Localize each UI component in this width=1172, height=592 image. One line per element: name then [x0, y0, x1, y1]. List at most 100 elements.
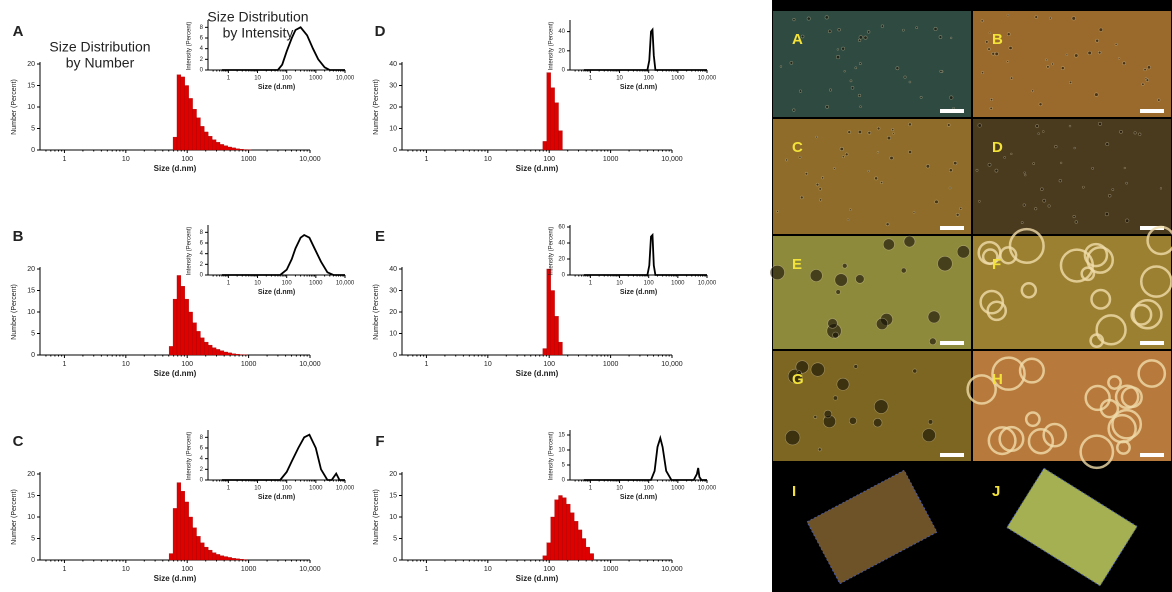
- bar: [582, 539, 586, 561]
- bar: [543, 556, 547, 560]
- micrograph-label: A: [792, 31, 803, 48]
- droplet: [855, 67, 857, 69]
- y-tick-label: 20: [389, 309, 397, 316]
- droplet: [1123, 62, 1126, 65]
- droplet: [793, 109, 795, 111]
- droplet: [1035, 16, 1038, 19]
- x-tick-label: 1000: [241, 156, 257, 163]
- droplet: [829, 89, 831, 91]
- droplet: [1024, 172, 1026, 174]
- droplet: [908, 123, 911, 126]
- droplet: [909, 81, 911, 83]
- y-tick-label: 5: [31, 330, 35, 337]
- droplet: [826, 105, 829, 108]
- droplet: [824, 410, 832, 418]
- x-tick-label: 100: [181, 566, 193, 573]
- droplet: [770, 265, 784, 279]
- x-tick-label: 10: [484, 156, 492, 163]
- droplet: [1073, 215, 1076, 218]
- droplet: [929, 338, 936, 345]
- bar: [224, 146, 228, 150]
- bar: [240, 559, 244, 560]
- micrograph-label: C: [792, 139, 803, 156]
- droplet: [883, 239, 894, 250]
- y-tick-label: 0: [393, 147, 397, 154]
- x-tick-label: 10,000: [698, 76, 717, 82]
- bar: [173, 299, 177, 355]
- bar: [204, 342, 208, 355]
- droplet: [1092, 167, 1094, 169]
- x-axis-label: Size (d.nm): [620, 289, 657, 296]
- droplet: [1040, 188, 1043, 191]
- droplet: [1075, 54, 1078, 57]
- x-tick-label: 10: [484, 566, 492, 573]
- droplet: [876, 318, 887, 329]
- y-tick-label: 10: [27, 514, 35, 521]
- bar: [181, 286, 185, 355]
- droplet: [1069, 125, 1071, 127]
- droplet: [877, 127, 880, 130]
- droplet: [1010, 77, 1012, 79]
- x-tick-label: 1000: [309, 76, 323, 82]
- droplet: [926, 165, 929, 168]
- x-tick-label: 1000: [603, 566, 619, 573]
- micrograph: [973, 119, 1171, 234]
- x-tick-label: 10,000: [299, 566, 321, 573]
- y-tick-label: 5: [31, 535, 35, 542]
- droplet: [1158, 99, 1161, 102]
- droplet: [978, 200, 980, 202]
- droplet: [990, 107, 992, 109]
- x-tick-label: 10: [122, 361, 130, 368]
- x-axis-label: Size (d.nm): [516, 164, 559, 173]
- droplet: [989, 32, 991, 34]
- droplet: [822, 177, 824, 179]
- droplet: [828, 30, 831, 33]
- y-tick-label: 0: [393, 352, 397, 359]
- x-axis-label: Size (d.nm): [258, 84, 295, 91]
- bar: [189, 517, 193, 560]
- droplet: [838, 28, 841, 31]
- droplet: [1048, 205, 1050, 207]
- bar: [185, 502, 189, 560]
- droplet: [1134, 132, 1136, 134]
- x-tick-label: 100: [181, 361, 193, 368]
- droplet: [850, 80, 852, 82]
- x-tick-label: 1000: [241, 566, 257, 573]
- droplet: [1043, 199, 1046, 202]
- bar: [547, 543, 551, 560]
- scale-bar: [940, 226, 964, 230]
- bar: [169, 346, 173, 355]
- bar: [578, 530, 582, 560]
- droplet: [799, 156, 801, 158]
- droplet: [1112, 188, 1114, 190]
- scale-bar: [1140, 341, 1164, 345]
- droplet: [860, 106, 862, 108]
- bar: [193, 109, 197, 150]
- droplet: [1039, 103, 1042, 106]
- droplet: [1055, 145, 1058, 148]
- bar: [224, 352, 228, 355]
- x-tick-label: 10,000: [299, 156, 321, 163]
- x-tick-label: 100: [181, 156, 193, 163]
- bar: [220, 144, 224, 150]
- droplet: [904, 236, 915, 247]
- droplet: [939, 36, 942, 39]
- droplet: [1098, 122, 1101, 125]
- y-axis-label: Intensity (Percent): [187, 227, 193, 276]
- droplet: [875, 177, 878, 180]
- bar: [181, 77, 185, 150]
- droplet: [901, 268, 906, 273]
- bar: [216, 554, 220, 560]
- bar: [574, 521, 578, 560]
- bar: [228, 353, 232, 355]
- x-tick-label: 10,000: [698, 486, 717, 492]
- x-tick-label: 1: [62, 156, 66, 163]
- y-tick-label: 30: [389, 287, 397, 294]
- droplet: [805, 172, 808, 175]
- x-tick-label: 10,000: [661, 566, 683, 573]
- micrograph-label: J: [992, 483, 1000, 500]
- bar: [232, 558, 236, 560]
- scale-bar: [940, 109, 964, 113]
- x-tick-label: 1: [424, 361, 428, 368]
- droplet: [1060, 162, 1062, 164]
